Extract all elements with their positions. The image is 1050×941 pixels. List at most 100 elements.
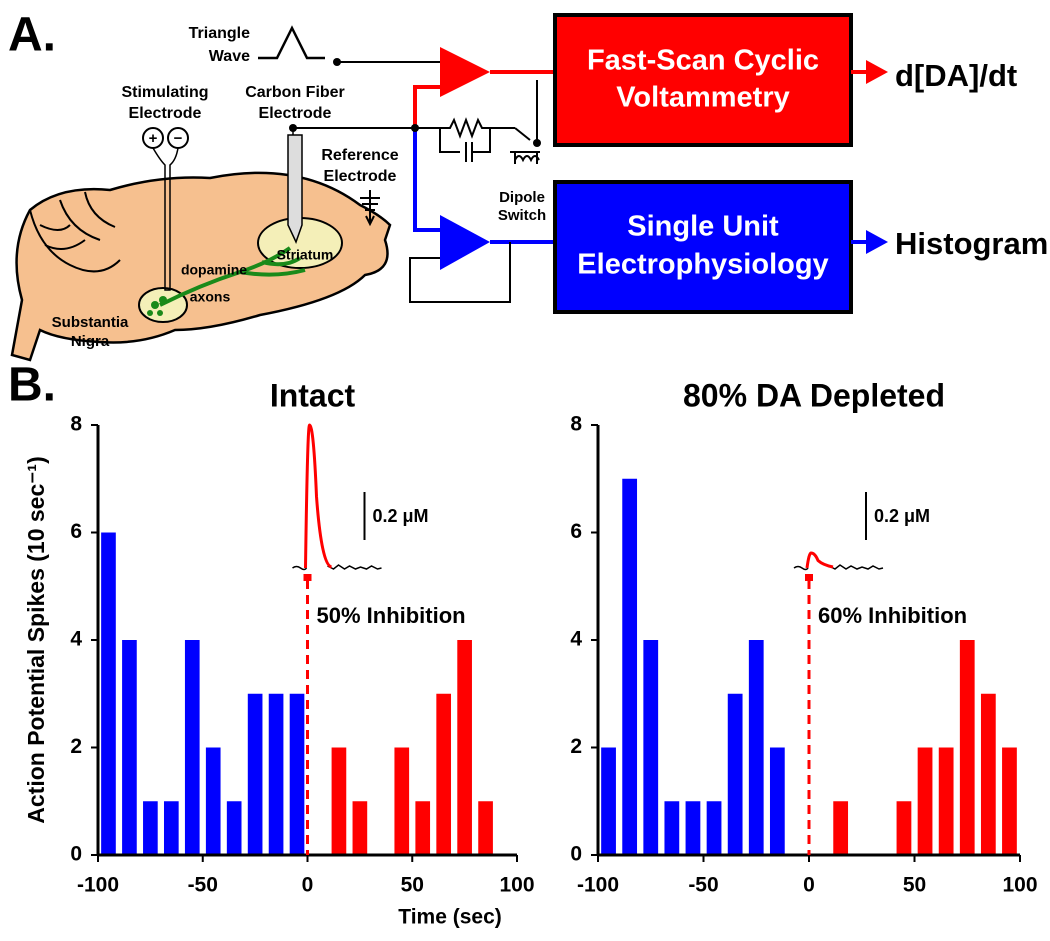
- bar: [289, 693, 305, 855]
- node: [411, 124, 419, 132]
- chart-title: 80% DA Depleted: [683, 377, 945, 413]
- bar: [122, 640, 137, 855]
- bar: [938, 747, 954, 855]
- amplifier: [440, 215, 490, 270]
- bar: [1002, 747, 1017, 855]
- baseline-trace: [793, 564, 884, 571]
- x-tick-label: 50: [903, 874, 926, 897]
- bar: [205, 747, 221, 855]
- label: −: [174, 130, 183, 147]
- wire: [413, 128, 440, 232]
- carbon-fiber-electrode: [287, 128, 303, 244]
- bar: [268, 693, 284, 855]
- x-tick-label: 0: [302, 874, 314, 897]
- x-tick-label: -100: [577, 874, 619, 897]
- box-label: Fast-Scan Cyclic: [587, 45, 819, 77]
- label: Electrode: [324, 168, 397, 185]
- ground-symbol: [360, 190, 380, 227]
- box-label: Electrophysiology: [577, 249, 828, 281]
- y-tick-label: 6: [70, 520, 82, 543]
- x-tick-label: 100: [1002, 874, 1037, 897]
- bar: [101, 532, 116, 855]
- y-tick-label: 8: [570, 413, 582, 436]
- wire: [413, 85, 440, 128]
- bar: [622, 478, 638, 855]
- triangle-wave-icon: [258, 25, 325, 60]
- panel-label: B.: [8, 359, 56, 412]
- bar: [769, 747, 785, 855]
- bar: [706, 801, 722, 855]
- bar: [601, 747, 616, 855]
- label: dopamine: [181, 262, 247, 278]
- voltammetry-trace: [805, 551, 834, 569]
- y-tick-label: 4: [70, 628, 82, 651]
- stimulus-marker: [303, 574, 312, 581]
- label: Stimulating: [121, 84, 208, 101]
- cerebellum: [29, 191, 121, 273]
- label: Wave: [209, 48, 250, 65]
- feedback-wire: [409, 242, 511, 303]
- bar: [685, 801, 701, 855]
- y-tick-label: 4: [570, 628, 582, 651]
- arrow-head: [866, 60, 888, 84]
- stimulating-electrode: [152, 147, 179, 291]
- x-tick-label: 100: [499, 874, 534, 897]
- bar: [457, 640, 472, 855]
- x-tick-label: 50: [401, 874, 424, 897]
- y-tick-label: 8: [70, 413, 82, 436]
- y-tick-label: 2: [570, 735, 582, 758]
- label: Switch: [498, 207, 546, 224]
- x-axis-label: Time (sec): [398, 906, 502, 929]
- y-tick-label: 2: [70, 735, 82, 758]
- bar: [643, 640, 659, 855]
- bar: [247, 693, 263, 855]
- x-tick-label: -50: [688, 874, 718, 897]
- bar: [959, 640, 975, 855]
- label: Substantia: [52, 314, 129, 331]
- bar: [664, 801, 680, 855]
- terminal: [167, 127, 189, 149]
- terminal: [142, 127, 164, 149]
- panel-label: A.: [8, 9, 56, 62]
- bar: [748, 640, 764, 855]
- bar: [226, 801, 242, 855]
- voltammetry-trace: [304, 423, 333, 569]
- stimulus-marker: [805, 574, 813, 581]
- bar: [478, 801, 493, 855]
- bar: [184, 640, 200, 855]
- y-tick-label: 0: [570, 843, 582, 866]
- x-tick-label: -50: [188, 874, 218, 897]
- bar: [896, 801, 912, 855]
- bar: [415, 801, 431, 855]
- node: [533, 139, 541, 147]
- box-label: Single Unit: [627, 211, 779, 243]
- label: Nigra: [71, 333, 110, 350]
- y-tick-label: 0: [70, 843, 82, 866]
- output-label: d[DA]/dt: [895, 58, 1017, 93]
- panel-a: A. Triangle Wave Fast-Scan Cyclic Voltam…: [8, 9, 1048, 362]
- chart-title: Intact: [270, 377, 356, 413]
- fscv-box: [553, 13, 853, 147]
- label: Electrode: [259, 105, 332, 122]
- y-tick-label: 6: [570, 520, 582, 543]
- bar: [980, 693, 996, 855]
- scale-label: 0.2 μM: [373, 506, 429, 526]
- label: Carbon Fiber: [245, 84, 345, 101]
- neurons: [147, 296, 167, 316]
- bar: [352, 801, 368, 855]
- x-tick-label: 0: [803, 874, 815, 897]
- bar: [833, 801, 849, 855]
- baseline-trace: [292, 564, 382, 571]
- y-axis-label: Action Potential Spikes (10 sec⁻¹): [23, 456, 49, 823]
- bar: [917, 747, 933, 855]
- label: Triangle: [189, 25, 250, 42]
- bar: [163, 801, 179, 855]
- ephys-box: [553, 180, 853, 314]
- label: Reference: [321, 147, 398, 164]
- x-tick-label: -100: [77, 874, 119, 897]
- coil: [514, 155, 540, 163]
- annotation: 60% Inhibition: [818, 603, 967, 628]
- label: Dipole: [499, 189, 545, 206]
- axons: [159, 246, 306, 307]
